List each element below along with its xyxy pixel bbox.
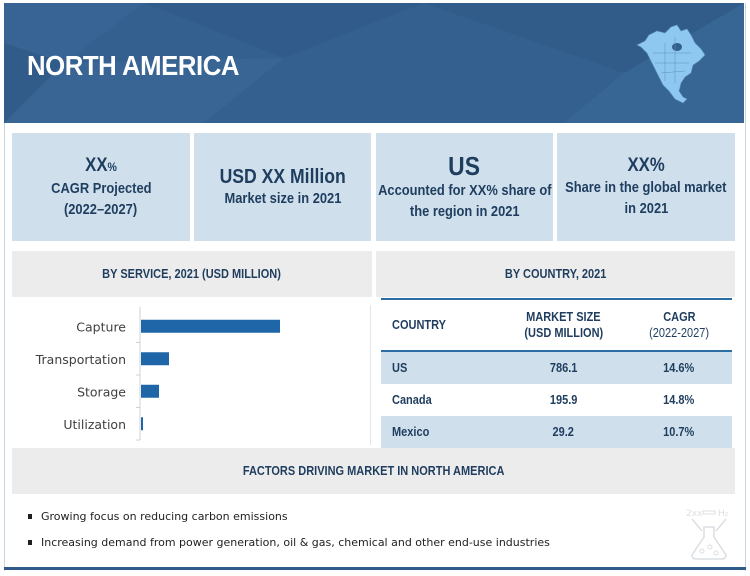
region-banner: NORTH AMERICA <box>4 3 744 123</box>
country-section-heading: BY COUNTRY, 2021 <box>376 251 735 297</box>
chart-divider <box>370 305 371 445</box>
category-label: Transportation <box>35 352 126 367</box>
bottom-rule <box>4 567 746 570</box>
cagr-value: 10.7% <box>663 425 695 439</box>
table-header-rule <box>381 350 732 352</box>
banner-background <box>4 3 744 123</box>
bar-utilization <box>141 417 143 431</box>
column-header-country: COUNTRY <box>392 318 446 332</box>
stat-value: XX% <box>627 155 665 176</box>
bar-capture <box>141 319 280 333</box>
stat-label: Accounted for XX% share of <box>377 182 552 199</box>
stat-label: CAGR Projected <box>50 179 152 197</box>
category-label: Storage <box>77 384 126 399</box>
page-frame <box>4 3 746 571</box>
stat-value: US <box>448 151 481 181</box>
country-name: Canada <box>392 393 432 407</box>
factor-item: Increasing demand from power generation,… <box>28 529 550 555</box>
table-row: Mexico 29.2 10.7% <box>381 416 732 448</box>
bar-transportation <box>141 352 169 366</box>
factor-item: Growing focus on reducing carbon emissio… <box>28 503 550 529</box>
stat-value: XX% <box>85 154 117 176</box>
stat-label: Share in the global market <box>565 179 727 196</box>
column-header-market-size: MARKET SIZE (USD MILLION) <box>524 310 603 340</box>
cagr-value: 14.6% <box>663 361 695 375</box>
country-table: COUNTRY MARKET SIZE (USD MILLION) CAGR (… <box>381 298 732 450</box>
stat-box-market-size: USD XX Million Market size in 2021 <box>194 133 371 241</box>
table-row: US 786.1 14.6% <box>381 352 732 384</box>
service-bar-chart: Capture Transportation Storage Utilization <box>12 300 372 445</box>
market-size-value: 786.1 <box>549 361 578 375</box>
market-size-value: 195.9 <box>549 393 578 407</box>
table-row: Canada 195.9 14.8% <box>381 384 732 416</box>
stat-label: in 2021 <box>624 200 668 217</box>
stat-label: the region in 2021 <box>409 203 520 220</box>
table-top-rule <box>381 298 732 300</box>
factors-heading: FACTORS DRIVING MARKET IN NORTH AMERICA <box>12 448 735 494</box>
stat-label: (2022–2027) <box>64 200 138 218</box>
service-section-title: BY SERVICE, 2021 (USD MILLION) <box>102 267 282 281</box>
factor-text: Growing focus on reducing carbon emissio… <box>41 509 288 523</box>
banner-title: NORTH AMERICA <box>27 50 240 81</box>
column-header-cagr: CAGR (2022-2027) <box>649 310 709 340</box>
bar-storage <box>141 384 159 398</box>
svg-text:H₂: H₂ <box>718 509 729 519</box>
factor-text: Increasing demand from power generation,… <box>41 535 550 549</box>
stat-box-cagr: XX% CAGR Projected (2022–2027) <box>12 133 190 241</box>
bullet-icon <box>28 513 32 519</box>
stat-box-leading-country: US Accounted for XX% share of the region… <box>376 133 553 241</box>
country-name: US <box>392 361 408 375</box>
flask-icon: 2xx H₂ <box>686 505 732 566</box>
cagr-value: 14.8% <box>663 393 695 407</box>
stat-value: USD XX Million <box>219 165 346 188</box>
market-size-value: 29.2 <box>552 425 575 439</box>
north-america-map-icon <box>635 23 710 105</box>
svg-text:2xx: 2xx <box>686 509 703 519</box>
table-header-row: COUNTRY MARKET SIZE (USD MILLION) CAGR (… <box>381 300 732 350</box>
stat-box-global-share: XX% Share in the global market in 2021 <box>557 133 735 241</box>
factor-list: Growing focus on reducing carbon emissio… <box>28 503 550 555</box>
country-name: Mexico <box>392 425 430 439</box>
factors-title: FACTORS DRIVING MARKET IN NORTH AMERICA <box>242 464 505 478</box>
stat-label: Market size in 2021 <box>224 189 341 207</box>
service-section-heading: BY SERVICE, 2021 (USD MILLION) <box>12 251 372 297</box>
bullet-icon <box>28 539 32 545</box>
category-label: Capture <box>76 319 126 334</box>
country-section-title: BY COUNTRY, 2021 <box>504 267 607 281</box>
category-label: Utilization <box>63 417 126 432</box>
